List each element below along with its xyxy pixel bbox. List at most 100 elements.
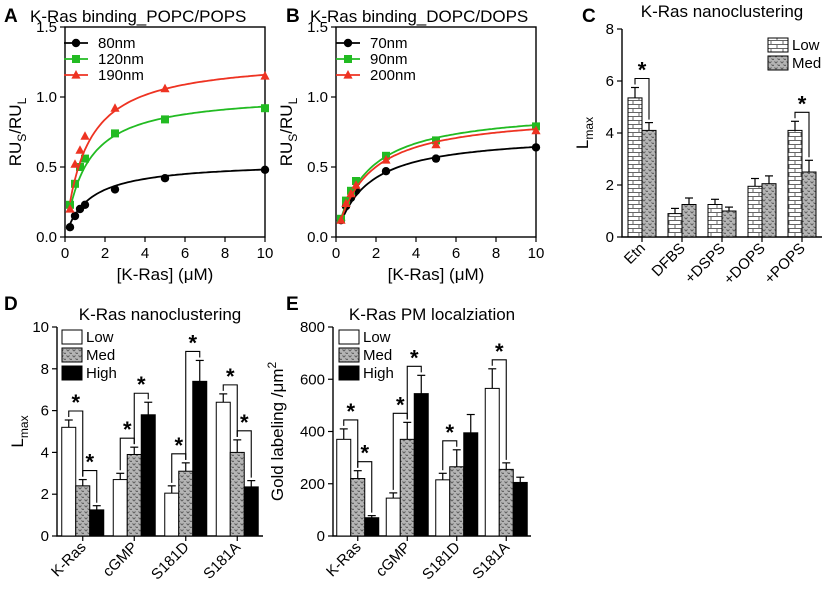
y-axis-label-part: RU xyxy=(277,142,296,167)
significance-star: * xyxy=(346,399,355,424)
y-tick-label: 8 xyxy=(41,361,49,378)
legend-label: Med xyxy=(86,347,115,364)
category-label: +DSPS xyxy=(682,240,729,287)
legend-label: Low xyxy=(792,37,820,54)
x-tick-label: 6 xyxy=(181,245,189,262)
significance-star: * xyxy=(71,390,80,415)
bar-Med xyxy=(178,470,194,537)
category-label: +POPS xyxy=(761,240,809,288)
bar-Low xyxy=(484,387,500,537)
data-point-190nm xyxy=(70,159,80,168)
panel-letter-D: D xyxy=(4,294,18,315)
legend-label: Low xyxy=(363,329,391,346)
fit-curve-200nm xyxy=(340,128,537,220)
significance-bracket xyxy=(82,470,98,503)
y-tick-label: 1.5 xyxy=(307,19,328,36)
data-point-120nm xyxy=(71,179,79,188)
y-tick-label: 1.0 xyxy=(36,89,57,106)
y-axis-label: RUS/RUL xyxy=(6,97,29,166)
significance-star: * xyxy=(396,392,405,417)
legend-label: 190nm xyxy=(98,67,144,84)
bar-High xyxy=(463,432,479,537)
legend-marker-200nm xyxy=(343,70,353,79)
significance-star: * xyxy=(495,339,504,364)
data-point-120nm xyxy=(261,104,269,113)
y-tick-label: 6 xyxy=(41,403,49,420)
data-point-190nm xyxy=(110,103,120,112)
legend-label: 80nm xyxy=(98,35,136,52)
panel-title: K-Ras nanoclustering xyxy=(641,2,804,21)
bar-Med xyxy=(681,204,697,238)
y-axis-label-main: L xyxy=(573,140,592,149)
bar-High xyxy=(89,509,105,537)
category-label: +DOPS xyxy=(721,240,769,288)
bar-Low xyxy=(385,497,401,537)
y-axis-label: Lmax xyxy=(8,415,31,447)
panel-title: K-Ras binding_DOPC/DOPS xyxy=(310,7,528,26)
y-axis-label: Lmax xyxy=(573,117,596,149)
data-point-190nm xyxy=(75,145,85,154)
data-point-120nm xyxy=(76,163,84,171)
significance-star: * xyxy=(798,91,807,116)
bar-Med xyxy=(350,478,366,537)
y-tick-label: 8 xyxy=(606,21,614,38)
x-tick-label: 0 xyxy=(332,245,340,262)
legend-label: Low xyxy=(86,329,114,346)
y-tick-label: 10 xyxy=(32,319,49,336)
bar-Low xyxy=(336,438,352,537)
category-label: cGMP xyxy=(373,539,414,580)
x-tick-label: 4 xyxy=(412,245,420,262)
significance-star: * xyxy=(174,433,183,458)
data-point-200nm xyxy=(336,215,346,224)
legend-label: Med xyxy=(792,55,821,72)
bar-Med xyxy=(399,438,415,537)
y-tick-label: 200 xyxy=(300,476,325,493)
fit-curve-190nm xyxy=(69,73,266,203)
data-point-70nm xyxy=(381,167,391,176)
y-axis-label-part: S xyxy=(286,134,300,142)
x-tick-label: 8 xyxy=(221,245,229,262)
y-tick-label: 0 xyxy=(41,528,49,545)
y-axis-label-part: L xyxy=(15,97,29,104)
bar-Med xyxy=(721,210,737,238)
significance-star: * xyxy=(226,364,235,389)
bar-Low xyxy=(667,213,683,238)
legend-marker-80nm xyxy=(71,38,81,48)
legend-label: High xyxy=(363,365,394,382)
legend-swatch-Med xyxy=(338,347,360,363)
panel-title: K-Ras binding_POPC/POPS xyxy=(30,7,246,26)
data-point-120nm xyxy=(111,129,119,138)
data-point-190nm xyxy=(65,204,75,213)
bar-High xyxy=(512,481,528,537)
y-tick-label: 0.5 xyxy=(307,159,328,176)
plot-frame xyxy=(64,26,266,238)
significance-bracket xyxy=(343,419,359,468)
y-axis-label-part: L xyxy=(286,97,300,104)
panel-letter-A: A xyxy=(4,6,18,27)
bar-High xyxy=(243,486,259,537)
y-axis-label-part: /RU xyxy=(6,104,25,133)
category-label: S181D xyxy=(419,539,464,584)
legend-swatch-Low xyxy=(767,37,789,53)
significance-bracket xyxy=(133,392,149,445)
bar-Low xyxy=(435,479,451,537)
data-point-190nm xyxy=(260,71,270,80)
legend-label: 200nm xyxy=(370,67,416,84)
panel-letter-B: B xyxy=(286,6,300,27)
data-point-80nm xyxy=(110,185,120,194)
bar-Low xyxy=(61,426,77,537)
significance-bracket xyxy=(236,430,252,478)
bar-Med xyxy=(801,171,817,238)
x-tick-label: 8 xyxy=(492,245,500,262)
significance-star: * xyxy=(638,58,647,83)
significance-star: * xyxy=(123,417,132,442)
bar-High xyxy=(364,517,380,537)
y-tick-label: 800 xyxy=(300,319,325,336)
y-axis-label: Gold labeling /μm2 xyxy=(265,362,287,502)
legend-swatch-Low xyxy=(338,329,360,345)
legend-marker-90nm xyxy=(344,55,352,63)
legend-swatch-Med xyxy=(61,347,83,363)
legend-marker-120nm xyxy=(72,55,80,63)
legend-label: 70nm xyxy=(370,35,408,52)
